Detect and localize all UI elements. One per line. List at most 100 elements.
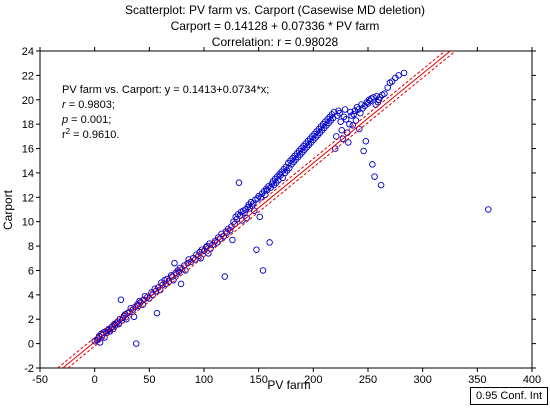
- x-tick-label: 150: [249, 374, 267, 386]
- y-tick-label: 8: [28, 241, 34, 253]
- data-point: [153, 309, 161, 317]
- x-tick-label: 200: [304, 374, 322, 386]
- y-tick-label: 10: [22, 217, 34, 229]
- y-axis-label: Carport: [1, 189, 15, 230]
- y-tick-label: 16: [22, 144, 34, 156]
- x-tick-label: -50: [32, 374, 48, 386]
- data-point: [349, 122, 356, 129]
- y-tick-label: 6: [28, 265, 34, 277]
- data-point: [358, 101, 365, 108]
- annotation-r2: r2 = 0.9610.: [62, 127, 119, 141]
- data-point: [177, 280, 185, 288]
- annotation-r: r = 0.9803;: [62, 99, 115, 111]
- x-tick-label: 0: [92, 374, 98, 386]
- x-tick-label: 250: [359, 374, 377, 386]
- y-tick-label: 0: [28, 339, 34, 351]
- conf-band-upper: [57, 50, 446, 369]
- data-point: [369, 161, 376, 168]
- y-tick-label: 14: [22, 168, 34, 180]
- data-point: [338, 126, 346, 134]
- data-point: [485, 206, 492, 213]
- data-point: [206, 240, 213, 247]
- tick-labels: -50 0 50 100 150 200 250 300 350 400-202468101214…: [22, 46, 541, 386]
- data-point: [377, 181, 385, 189]
- data-point: [165, 278, 173, 285]
- x-tick-label: 50: [143, 374, 155, 386]
- data-point: [351, 107, 359, 114]
- data-point: [341, 106, 349, 113]
- data-point: [132, 340, 140, 347]
- y-tick-label: 20: [22, 95, 34, 107]
- fit-annotation: PV farm vs. Carport: y = 0.1413+0.0734*x…: [61, 84, 269, 141]
- annotation-r2-value: = 0.9610.: [70, 129, 119, 141]
- data-point: [286, 164, 293, 172]
- chart-title: Scatterplot: PV farm vs. Carport (Casewi…: [124, 3, 426, 17]
- annotation-r-label: r: [62, 99, 67, 111]
- y-tick-label: 2: [28, 314, 34, 326]
- data-point: [342, 116, 350, 123]
- regression-line: [62, 50, 451, 369]
- data-point: [381, 90, 388, 97]
- data-point: [253, 246, 260, 253]
- data-point: [333, 133, 340, 140]
- data-point: [350, 111, 358, 118]
- data-point: [339, 135, 347, 143]
- x-axis-label: PV farm: [267, 378, 310, 392]
- fit-lines: [57, 50, 456, 369]
- chart-titles: Scatterplot: PV farm vs. Carport (Casewi…: [0, 2, 550, 50]
- data-point: [362, 137, 370, 145]
- y-tick-label: 4: [28, 290, 34, 302]
- data-point: [243, 214, 250, 222]
- chart-correlation: Correlation: r = 0.98028: [211, 35, 339, 49]
- annotation-r2-sup: 2: [66, 127, 71, 136]
- annotation-r2-label: r: [62, 129, 66, 141]
- data-point: [360, 147, 367, 155]
- data-point: [135, 302, 142, 310]
- conf-int-legend: 0.95 Conf. Int: [470, 387, 548, 405]
- axes: [36, 47, 536, 372]
- data-point: [251, 207, 258, 214]
- data-point: [388, 78, 396, 85]
- plot-frame: [39, 50, 533, 369]
- data-point: [346, 120, 353, 128]
- annotation-p: p = 0.001;: [61, 114, 111, 126]
- data-point: [354, 106, 362, 113]
- data-point: [171, 259, 178, 267]
- x-tick-label: 350: [468, 374, 486, 386]
- data-point: [256, 213, 264, 221]
- data-point: [400, 69, 408, 77]
- data-point: [395, 72, 402, 79]
- data-point: [249, 200, 257, 207]
- data-point: [282, 163, 290, 171]
- annotation-p-value: = 0.001;: [68, 114, 111, 126]
- data-point: [117, 296, 125, 303]
- data-point: [207, 245, 214, 252]
- data-point: [370, 94, 377, 101]
- x-tick-label: 300: [413, 374, 431, 386]
- data-point: [229, 236, 236, 244]
- data-point: [149, 291, 156, 299]
- data-point: [266, 239, 273, 246]
- data-point: [152, 287, 160, 295]
- x-tick-label: 400: [523, 374, 541, 386]
- y-tick-label: 12: [22, 192, 34, 204]
- data-point: [213, 239, 221, 246]
- y-tick-label: -2: [24, 363, 34, 375]
- data-point: [235, 179, 243, 186]
- chart-equation: Carport = 0.14128 + 0.07336 * PV farm: [170, 19, 380, 33]
- data-point: [259, 267, 267, 274]
- data-point: [337, 118, 344, 125]
- data-point: [96, 339, 104, 346]
- data-points: [91, 69, 492, 347]
- data-point: [356, 125, 363, 133]
- annotation-r-value: = 0.9803;: [66, 99, 115, 111]
- data-point: [130, 313, 138, 321]
- data-point: [371, 173, 378, 180]
- annotation-p-label: p: [61, 114, 68, 126]
- data-point: [221, 273, 229, 280]
- y-tick-label: 18: [22, 119, 34, 131]
- data-point: [136, 297, 143, 305]
- y-tick-label: 24: [22, 46, 34, 58]
- data-point: [336, 109, 343, 117]
